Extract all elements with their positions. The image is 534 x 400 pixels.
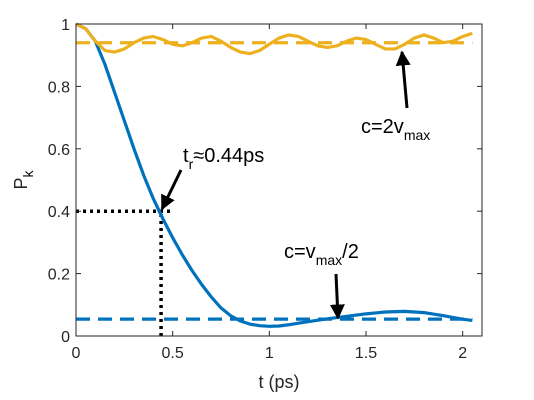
y-tick-label: 0.8 xyxy=(48,79,70,96)
annotation-c-half-label: c=vmax/2 xyxy=(284,241,359,268)
annotation-tr-label: tr≈0.44ps xyxy=(183,145,264,172)
annotation-c-half-arrow xyxy=(329,273,345,320)
y-tick-label: 0.2 xyxy=(48,267,70,284)
plot-area xyxy=(75,22,473,336)
y-axis-title-main: P xyxy=(11,177,31,189)
y-tick-label: 0.6 xyxy=(48,142,70,159)
x-axis-title: t (ps) xyxy=(258,372,299,392)
axes-box xyxy=(75,23,483,337)
y-tick-label: 0.4 xyxy=(48,204,70,221)
y-tick-label: 1 xyxy=(61,17,70,34)
annotations: tr≈0.44ps c=vmax/2 c=2vmax xyxy=(160,50,430,320)
x-tick-label: 1 xyxy=(265,345,274,362)
series-line-2-solid xyxy=(75,22,473,56)
y-axis-title-subscript: k xyxy=(20,169,36,177)
axis-ticks: 0 0.5 1 1.5 2 0 0.2 0.4 0.6 0.8 1 xyxy=(48,17,482,362)
x-tick-label: 2 xyxy=(458,345,467,362)
x-tick-label: 1.5 xyxy=(355,345,377,362)
x-tick-label: 0.5 xyxy=(162,345,184,362)
series-line-0-solid xyxy=(75,22,473,328)
y-axis-title: Pk xyxy=(11,169,36,189)
y-tick-label: 0 xyxy=(61,329,70,346)
annotation-c-double-arrow xyxy=(395,50,411,109)
annotation-c-double-label: c=2vmax xyxy=(361,116,430,143)
annotation-tr-arrow xyxy=(160,169,183,211)
x-tick-label: 0 xyxy=(72,345,81,362)
